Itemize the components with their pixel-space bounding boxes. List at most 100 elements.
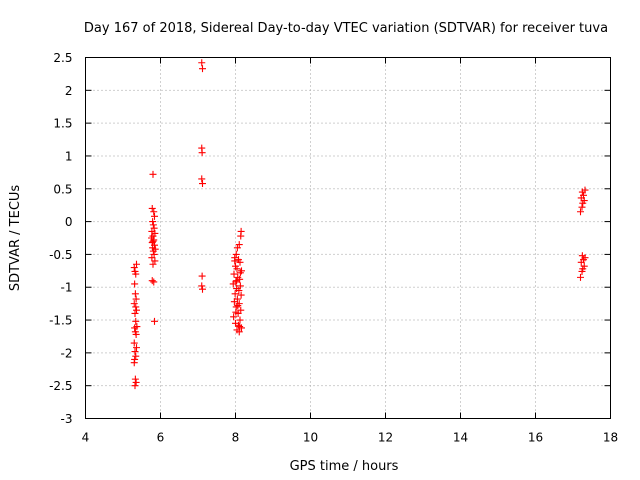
data-point: [132, 270, 140, 278]
data-point: [577, 273, 584, 281]
x-tick-label: 18: [603, 431, 618, 445]
data-point: [581, 254, 589, 262]
data-point: [149, 170, 157, 178]
data-point: [234, 302, 242, 310]
data-point: [199, 180, 206, 188]
data-point: [237, 232, 245, 240]
data-point: [578, 267, 586, 275]
y-tick-label: 2.5: [53, 51, 72, 65]
x-tick-label: 14: [453, 431, 468, 445]
data-point: [577, 208, 584, 216]
data-point: [150, 278, 158, 286]
data-point: [199, 285, 206, 293]
data-point: [148, 277, 156, 285]
data-point: [132, 352, 140, 360]
y-tick-label: 0: [65, 215, 73, 229]
grid: [85, 57, 611, 419]
data-point: [131, 280, 139, 288]
data-point: [236, 282, 244, 290]
x-tick-label: 4: [82, 431, 90, 445]
data-point: [131, 290, 139, 298]
data-point: [579, 199, 587, 207]
data-point: [130, 300, 138, 308]
data-point: [149, 260, 157, 268]
data-point: [233, 265, 241, 273]
y-tick-label: 0.5: [53, 182, 72, 196]
y-tick-label: -0.5: [49, 248, 72, 262]
y-tick-label: 2: [65, 84, 73, 98]
tick-labels: 4 6 8 10 12 14 16 18 -3 -2.5 -2 -1.5 -1 -0.5 0 0.5 1 1.5 2…: [49, 51, 618, 445]
data-points: [130, 59, 589, 390]
data-point: [230, 313, 238, 321]
data-point: [236, 323, 244, 331]
data-point: [133, 306, 140, 314]
data-point: [149, 218, 157, 226]
data-point: [149, 221, 157, 229]
y-tick-label: -2.5: [49, 379, 72, 393]
data-point: [133, 323, 141, 331]
data-point: [131, 309, 139, 317]
data-point: [198, 175, 206, 183]
y-tick-label: -3: [61, 412, 73, 426]
data-point: [230, 270, 238, 278]
data-point: [133, 260, 140, 268]
data-point: [232, 250, 240, 258]
data-point: [230, 298, 238, 306]
data-point: [233, 244, 241, 252]
y-tick-label: 1: [65, 149, 73, 163]
data-point: [237, 291, 245, 299]
data-point: [236, 316, 244, 324]
y-tick-label: -1: [61, 281, 73, 295]
data-point: [198, 272, 206, 280]
data-point: [148, 234, 155, 242]
chart-title: Day 167 of 2018, Sidereal Day-to-day VTE…: [84, 21, 608, 36]
data-point: [151, 317, 158, 325]
data-point: [235, 287, 243, 295]
data-point: [131, 382, 139, 390]
x-tick-label: 6: [157, 431, 165, 445]
data-point: [235, 241, 243, 249]
data-point: [198, 282, 206, 290]
data-point: [149, 237, 157, 245]
data-point: [236, 275, 244, 283]
data-point: [130, 359, 138, 367]
data-point: [151, 245, 159, 253]
data-point: [198, 59, 206, 67]
data-point: [232, 308, 240, 316]
y-tick-label: 1.5: [53, 117, 72, 131]
data-point: [229, 280, 237, 288]
axis-ticks: [85, 57, 611, 419]
data-point: [130, 339, 138, 347]
data-point: [581, 186, 589, 194]
plot-frame: [85, 57, 611, 419]
data-point: [198, 149, 206, 157]
data-point: [132, 317, 140, 325]
data-point: [151, 212, 158, 220]
data-point: [577, 258, 585, 266]
data-point: [132, 378, 140, 386]
data-point: [131, 375, 139, 383]
data-point: [233, 277, 241, 285]
data-point: [231, 290, 239, 298]
x-tick-label: 8: [232, 431, 240, 445]
data-point: [236, 269, 244, 277]
data-point: [150, 208, 158, 216]
x-axis-label: GPS time / hours: [290, 459, 399, 474]
data-point: [148, 254, 156, 262]
data-point: [148, 204, 156, 212]
data-point: [132, 295, 140, 303]
x-tick-label: 16: [528, 431, 543, 445]
data-point: [236, 258, 244, 266]
y-tick-label: -1.5: [49, 314, 72, 328]
data-point: [231, 257, 239, 265]
data-point: [132, 303, 140, 311]
x-tick-label: 12: [378, 431, 393, 445]
data-point: [132, 330, 140, 338]
data-point: [131, 348, 139, 356]
x-tick-label: 10: [303, 431, 318, 445]
data-point: [133, 344, 140, 352]
y-axis-label: SDTVAR / TECUs: [8, 185, 23, 292]
data-point: [199, 65, 206, 73]
y-tick-label: -2: [61, 346, 73, 360]
